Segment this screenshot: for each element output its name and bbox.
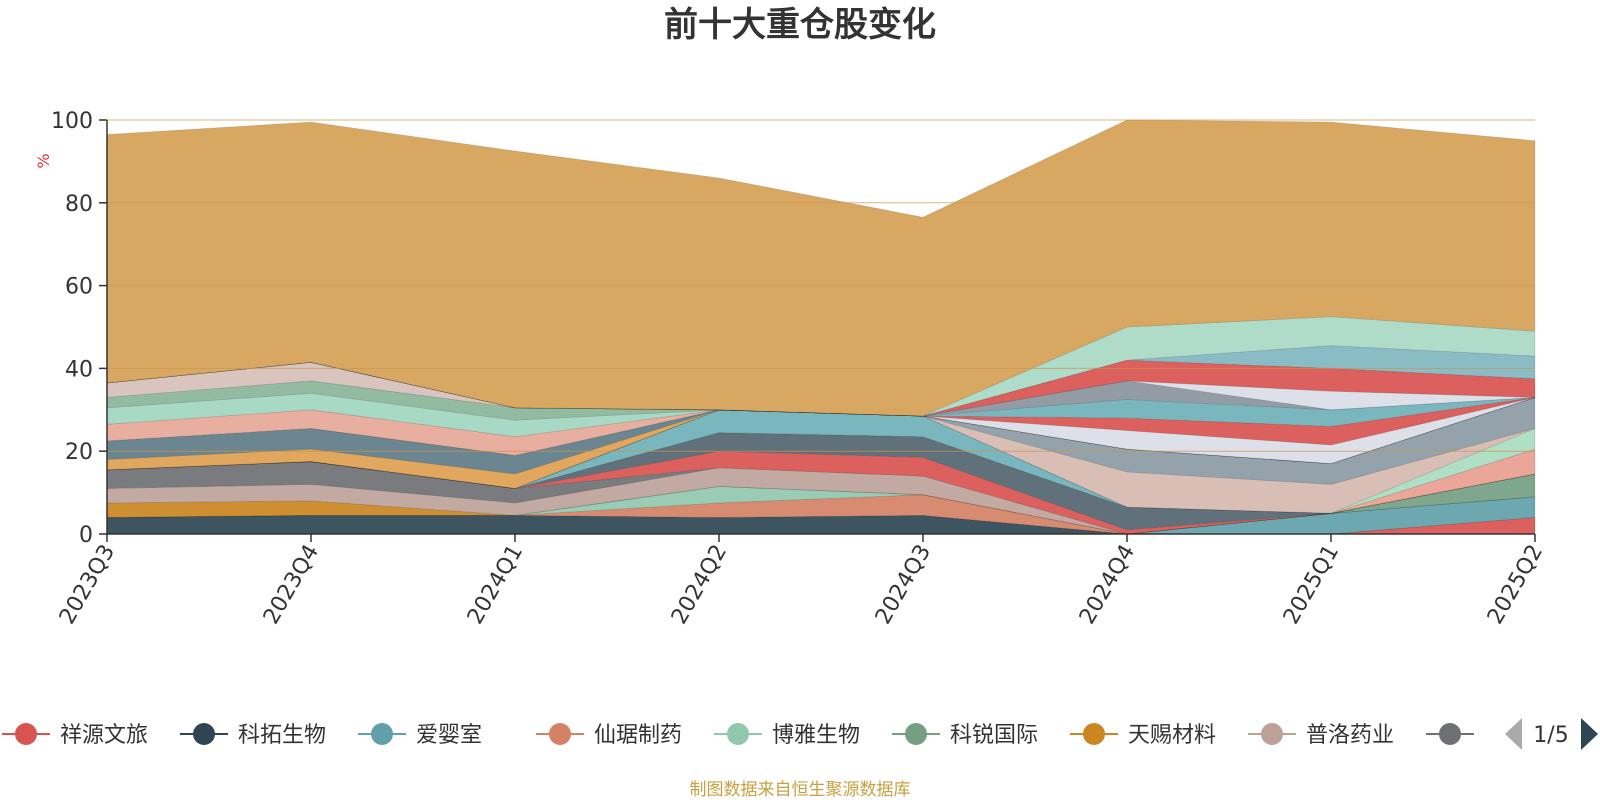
legend-marker [549,723,571,745]
legend-pager: 1/5 [1505,718,1598,750]
y-tick-label: 20 [65,440,93,465]
x-tick-label: 2023Q4 [259,541,324,629]
legend-label: 普洛药业 [1306,723,1394,748]
y-axis-unit-label: % [34,153,53,168]
legend-item[interactable]: 科锐国际 [892,723,1038,748]
x-tick-label: 2024Q4 [1075,541,1140,629]
legend-label: 天赐材料 [1128,723,1216,748]
area-爱婴室 [106,496,1536,535]
gridlines [107,119,1535,452]
area-other_31 [106,119,1536,417]
legend-marker [193,723,215,745]
legend-item[interactable]: 祥源文旅 [2,723,148,748]
legend-label: 祥源文旅 [60,723,148,748]
legend-item[interactable]: 健友股份 [1426,723,1572,748]
legend-item[interactable]: 仙琚制药 [536,723,682,748]
y-tick-label: 0 [79,523,93,548]
x-tick-label: 2025Q2 [1483,541,1548,629]
legend-label: 仙琚制药 [594,723,682,748]
area-other_13 [106,409,1536,514]
legend-marker [1083,723,1105,745]
legend-label: 科拓生物 [238,723,326,748]
area-other_16 [106,396,1536,489]
x-tick-label: 2024Q3 [871,541,936,629]
legend-page-indicator: 1/5 [1533,723,1568,748]
legend-marker [371,723,393,745]
area-series-group [106,119,1536,535]
area-other_28 [106,359,1536,417]
x-tick-label: 2024Q2 [667,541,732,629]
legend: 祥源文旅 科拓生物 爱婴室 仙琚制药 博雅生物 科锐国际 天赐材料 普洛药业 健友股份 [2,723,1572,748]
area-other_29 [106,345,1536,417]
legend-item[interactable]: 博雅生物 [714,723,860,748]
legend-marker [727,723,749,745]
legend-item[interactable]: 爱婴室 [358,723,482,748]
x-tick-label: 2023Q3 [55,541,120,629]
legend-item[interactable]: 科拓生物 [180,723,326,748]
triangle-right-icon[interactable] [1581,718,1598,750]
y-tick-label: 80 [65,192,93,217]
legend-marker [1261,723,1283,745]
legend-marker [1439,723,1461,745]
triangle-left-icon[interactable] [1505,718,1522,750]
legend-marker [905,723,927,745]
y-tick-label: 60 [65,275,93,300]
legend-marker [15,723,37,745]
x-tick-label: 2024Q1 [463,541,528,629]
y-tick-label: 100 [51,109,93,134]
y-tick-label: 40 [65,357,93,382]
legend-label: 博雅生物 [772,723,860,748]
area-other_30 [106,316,1536,417]
legend-label: 爱婴室 [416,723,482,748]
chart-title: 前十大重仓股变化 [664,5,936,45]
x-tick-label: 2025Q1 [1279,541,1344,629]
area-other_14 [106,409,1536,514]
legend-item[interactable]: 普洛药业 [1248,723,1394,748]
source-note: 制图数据来自恒生聚源数据库 [690,780,911,800]
legend-item[interactable]: 天赐材料 [1070,723,1216,748]
legend-label: 科锐国际 [950,723,1038,748]
